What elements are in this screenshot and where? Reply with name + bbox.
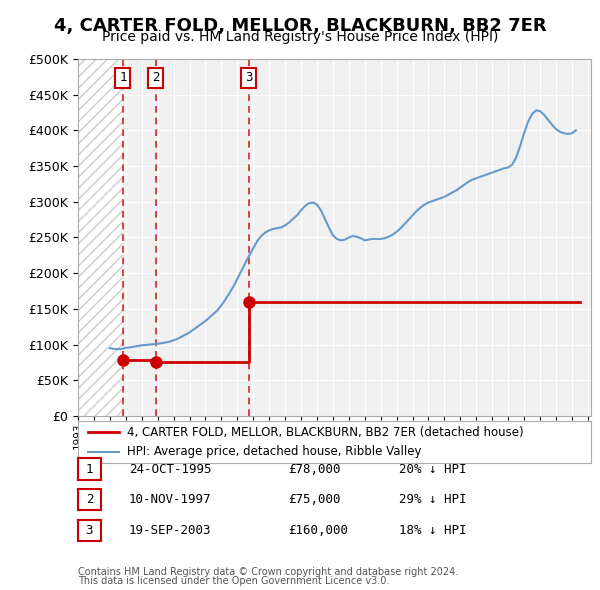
- Text: 3: 3: [245, 71, 253, 84]
- Text: 24-OCT-1995: 24-OCT-1995: [129, 463, 212, 476]
- Text: 3: 3: [86, 524, 93, 537]
- Text: Contains HM Land Registry data © Crown copyright and database right 2024.: Contains HM Land Registry data © Crown c…: [78, 567, 458, 577]
- Text: £160,000: £160,000: [288, 524, 348, 537]
- Text: HPI: Average price, detached house, Ribble Valley: HPI: Average price, detached house, Ribb…: [127, 445, 421, 458]
- Text: 29% ↓ HPI: 29% ↓ HPI: [399, 493, 467, 506]
- Text: 19-SEP-2003: 19-SEP-2003: [129, 524, 212, 537]
- Text: 4, CARTER FOLD, MELLOR, BLACKBURN, BB2 7ER: 4, CARTER FOLD, MELLOR, BLACKBURN, BB2 7…: [53, 17, 547, 35]
- Text: 1: 1: [86, 463, 93, 476]
- Text: 20% ↓ HPI: 20% ↓ HPI: [399, 463, 467, 476]
- Text: £75,000: £75,000: [288, 493, 341, 506]
- Text: £78,000: £78,000: [288, 463, 341, 476]
- Text: 4, CARTER FOLD, MELLOR, BLACKBURN, BB2 7ER (detached house): 4, CARTER FOLD, MELLOR, BLACKBURN, BB2 7…: [127, 425, 523, 438]
- Text: 1: 1: [119, 71, 127, 84]
- Text: Price paid vs. HM Land Registry's House Price Index (HPI): Price paid vs. HM Land Registry's House …: [102, 30, 498, 44]
- Text: 10-NOV-1997: 10-NOV-1997: [129, 493, 212, 506]
- Bar: [78, 59, 123, 416]
- Text: 18% ↓ HPI: 18% ↓ HPI: [399, 524, 467, 537]
- Text: This data is licensed under the Open Government Licence v3.0.: This data is licensed under the Open Gov…: [78, 576, 389, 586]
- Text: 2: 2: [86, 493, 93, 506]
- Text: 2: 2: [152, 71, 160, 84]
